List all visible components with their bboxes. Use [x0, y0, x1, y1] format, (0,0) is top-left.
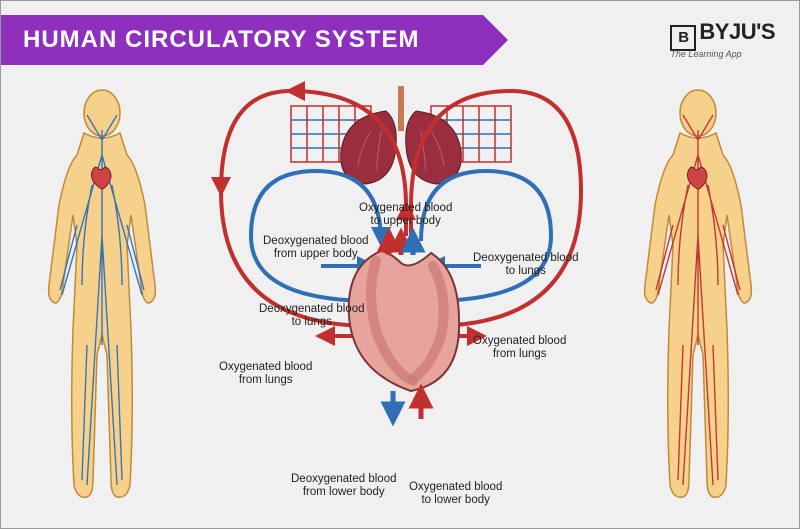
brand-logo: BBYJU'S The Learning App [670, 19, 775, 59]
heart [349, 235, 459, 419]
body-figure-venous [27, 85, 177, 505]
lbl-oxy-lungs-l: Oxygenated bloodfrom lungs [219, 361, 312, 387]
logo-main: BBYJU'S [670, 19, 775, 51]
title-banner: HUMAN CIRCULATORY SYSTEM [1, 15, 483, 65]
body-figure-arterial [623, 85, 773, 505]
lbl-deoxy-lower: Deoxygenated bloodfrom lower body [291, 473, 397, 499]
logo-icon: B [670, 25, 696, 51]
title-text: HUMAN CIRCULATORY SYSTEM [23, 26, 419, 54]
lbl-deoxy-lungs-r: Deoxygenated bloodto lungs [473, 252, 579, 278]
lbl-deoxy-lungs-l: Deoxygenated bloodto lungs [259, 303, 365, 329]
lbl-oxy-lungs-r: Oxygenated bloodfrom lungs [473, 335, 566, 361]
circulation-diagram [206, 76, 596, 516]
lbl-oxy-upper: Oxygenated bloodto upper body [359, 202, 452, 228]
lbl-oxy-lower: Oxygenated bloodto lower body [409, 481, 502, 507]
lbl-deoxy-upper: Deoxygenated bloodfrom upper body [263, 235, 369, 261]
